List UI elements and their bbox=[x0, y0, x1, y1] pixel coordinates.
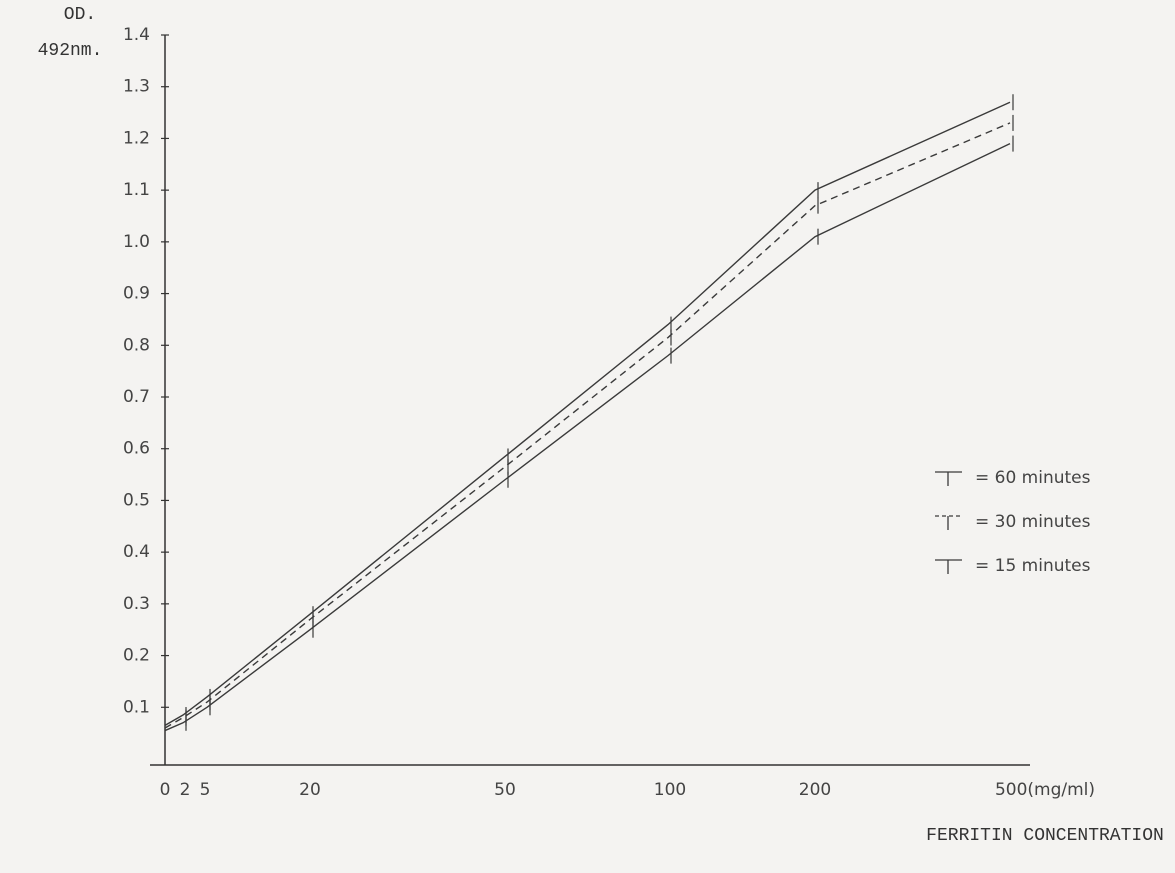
y-tick-label: 1.4 bbox=[123, 25, 150, 45]
series-line bbox=[165, 102, 1010, 725]
x-tick-label: 2 bbox=[180, 780, 191, 800]
x-tick-label: 200 bbox=[799, 780, 831, 800]
y-tick-label: 1.2 bbox=[123, 128, 150, 148]
y-tick-label: 0.7 bbox=[123, 387, 150, 407]
y-tick-label: 0.2 bbox=[123, 646, 150, 666]
x-tick-label: 0 bbox=[160, 780, 171, 800]
y-tick-label: 1.0 bbox=[123, 232, 150, 252]
x-tick-label: 50 bbox=[494, 780, 516, 800]
y-tick-label: 0.9 bbox=[123, 284, 150, 304]
legend-label: = 60 minutes bbox=[975, 468, 1091, 488]
x-tick-label: 100 bbox=[654, 780, 686, 800]
series-line bbox=[165, 144, 1010, 731]
y-tick-label: 0.5 bbox=[123, 490, 150, 510]
x-tick-label: 20 bbox=[299, 780, 321, 800]
legend-label: = 30 minutes bbox=[975, 512, 1091, 532]
x-tick-label: 5 bbox=[200, 780, 211, 800]
legend-label: = 15 minutes bbox=[975, 556, 1091, 576]
series-line bbox=[165, 123, 1010, 728]
y-tick-label: 1.1 bbox=[123, 180, 150, 200]
chart: OD. 492nm. FERRITIN CONCENTRATION 0.1 0.2… bbox=[0, 0, 1175, 873]
y-tick-label: 0.3 bbox=[123, 594, 150, 614]
y-tick-label: 1.3 bbox=[123, 77, 150, 97]
y-tick-label: 0.1 bbox=[123, 697, 150, 717]
x-axis-label: FERRITIN CONCENTRATION bbox=[926, 826, 1164, 846]
y-tick-label: 0.6 bbox=[123, 439, 150, 459]
y-axis-label: 492nm. bbox=[38, 41, 103, 61]
x-tick-label: 500(mg/ml) bbox=[995, 780, 1095, 800]
y-axis-label: OD. bbox=[64, 5, 96, 25]
y-tick-label: 0.8 bbox=[123, 335, 150, 355]
y-tick-label: 0.4 bbox=[123, 542, 150, 562]
